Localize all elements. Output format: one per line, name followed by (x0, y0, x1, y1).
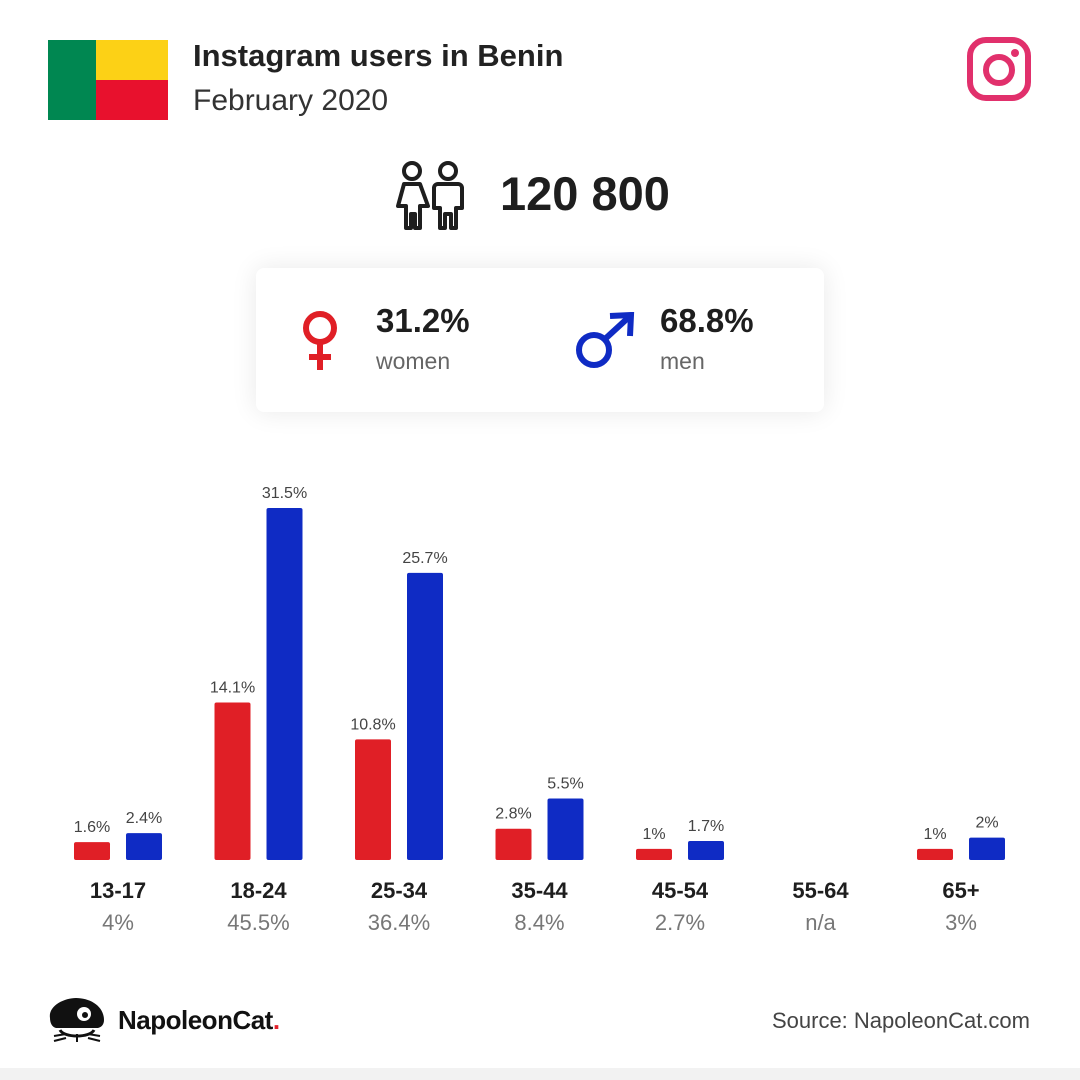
women-bar-25-34 (355, 739, 391, 860)
women-bar-65+ (917, 848, 953, 860)
brand-text: NapoleonCat (118, 1005, 273, 1035)
brand-name: NapoleonCat. (118, 1005, 280, 1036)
brand-dot: . (272, 1005, 280, 1035)
age-group-total-25-34: 36.4% (367, 910, 431, 935)
men-label: men (660, 348, 705, 374)
men-bar-25-34 (407, 572, 443, 860)
age-group-total-45-54: 2.7% (654, 910, 706, 935)
age-group-label-65+: 65+ (942, 878, 980, 903)
age-group-label-13-17: 13-17 (89, 878, 147, 903)
page-subtitle: February 2020 (193, 84, 389, 117)
women-bar-45-54 (636, 848, 672, 860)
age-group-total-35-44: 8.4% (514, 910, 565, 935)
men-value-label-35-44: 5.5% (547, 776, 583, 793)
age-bars-svg: 1.6% 2.4% 14.1% 31.5% 10.8% 25.7% 2.8% 5.5% 1% 1.… (74, 485, 1005, 860)
flag-yellow-band (96, 40, 168, 80)
age-group-total-65+: 3% (945, 910, 977, 935)
women-bar-18-24 (214, 702, 251, 860)
age-group-total-18-24: 45.5% (227, 910, 290, 935)
men-percentage: 68.8% (660, 302, 754, 339)
male-symbol-icon (576, 312, 635, 368)
men-bar-13-17 (126, 833, 162, 860)
total-users: 120 800 (500, 167, 670, 220)
women-value-label-13-17: 1.6% (74, 819, 110, 836)
women-bar-13-17 (74, 842, 110, 860)
page-title: Instagram users in Benin (193, 38, 564, 73)
women-value-label-25-34: 10.8% (350, 716, 395, 733)
female-symbol-icon (303, 311, 337, 370)
footer-strip (0, 1068, 1080, 1080)
women-percentage: 31.2% (376, 302, 470, 339)
women-value-label-18-24: 14.1% (210, 679, 255, 696)
age-group-label-35-44: 35-44 (511, 878, 568, 903)
age-group-total-55-64: n/a (805, 910, 836, 935)
benin-flag-icon (48, 40, 168, 120)
gender-card (256, 268, 824, 412)
napoleoncat-logo-icon (49, 998, 104, 1042)
women-value-label-65+: 1% (923, 826, 946, 843)
men-value-label-25-34: 25.7% (402, 550, 447, 567)
men-value-label-18-24: 31.5% (262, 485, 307, 502)
age-group-label-18-24: 18-24 (230, 878, 287, 903)
women-label: women (376, 348, 451, 374)
men-bar-18-24 (266, 508, 303, 860)
flag-red-band (96, 80, 168, 120)
men-value-label-65+: 2% (975, 815, 998, 832)
men-value-label-45-54: 1.7% (688, 818, 724, 835)
age-chart: 1.6% 2.4% 14.1% 31.5% 10.8% 25.7% 2.8% 5.5% 1% 1.… (0, 460, 1080, 935)
men-bar-35-44 (547, 798, 584, 860)
men-value-label-13-17: 2.4% (126, 810, 162, 827)
age-group-total-13-17: 4% (102, 910, 134, 935)
age-group-label-25-34: 25-34 (370, 878, 428, 903)
age-group-label-45-54: 45-54 (651, 878, 709, 903)
source-text: Source: NapoleonCat.com (771, 1008, 1030, 1033)
men-bar-45-54 (688, 841, 724, 860)
flag-green-band (48, 40, 96, 120)
women-bar-35-44 (495, 828, 532, 860)
people-icon (396, 161, 464, 230)
men-bar-65+ (969, 837, 1005, 860)
women-value-label-35-44: 2.8% (495, 806, 531, 823)
instagram-icon (967, 37, 1031, 101)
women-value-label-45-54: 1% (642, 826, 665, 843)
age-group-label-55-64: 55-64 (792, 878, 849, 903)
